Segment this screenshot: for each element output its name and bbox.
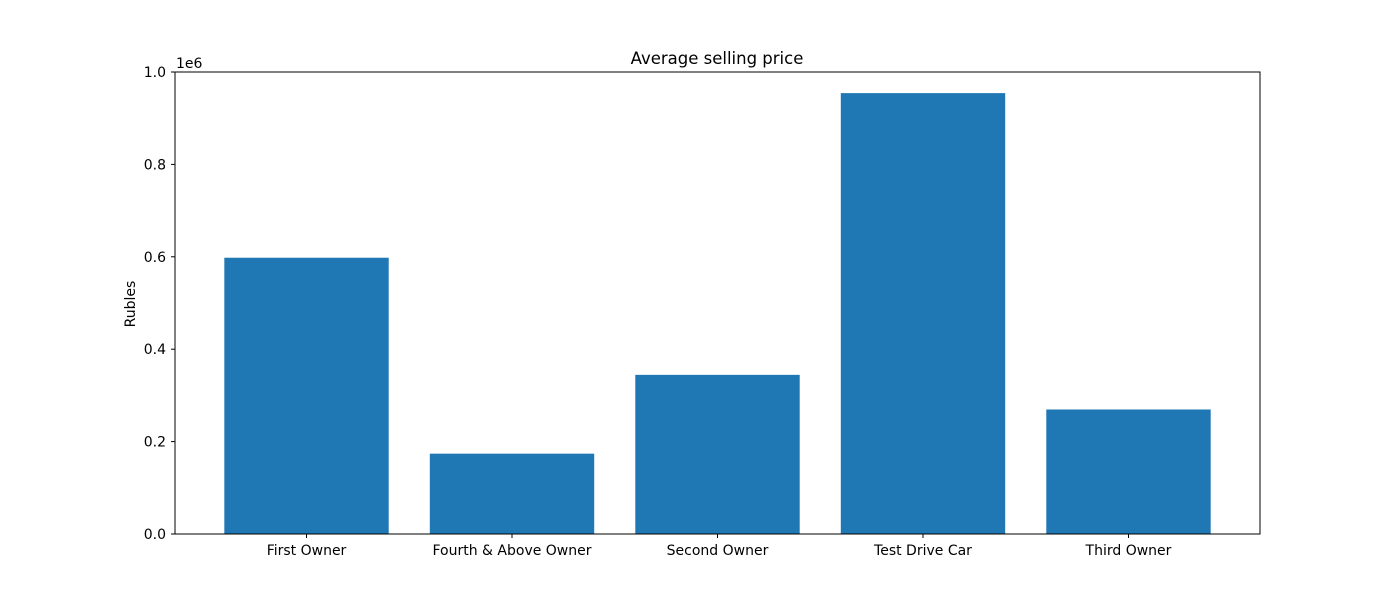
x-tick-label-second-owner: Second Owner [667, 543, 769, 559]
y-tick-label: 0.2 [144, 435, 166, 451]
bar-test-drive-car [840, 93, 1006, 534]
y-tick-label: 0.4 [144, 342, 166, 358]
bar-fourth-and-above-owner [429, 453, 595, 534]
bars-group [224, 93, 1211, 534]
y-axis-offset-label: 1e6 [176, 56, 203, 72]
bar-second-owner [635, 374, 800, 534]
y-tick-label: 0.0 [144, 527, 166, 543]
y-tick-label: 0.6 [144, 250, 166, 266]
ticks-group: First Owner Fourth & Above Owner Second Ow… [144, 65, 1172, 559]
plot-area-frame [174, 71, 1261, 535]
y-tick-label: 0.8 [144, 157, 166, 173]
chart-title: Average selling price [631, 49, 804, 68]
x-tick-label-test-drive-car: Test Drive Car [873, 543, 972, 559]
y-axis-label: Rubles [123, 281, 139, 328]
x-tick-label-fourth-and-above-owner: Fourth & Above Owner [432, 543, 591, 559]
x-tick-label-third-owner: Third Owner [1085, 543, 1172, 559]
bar-first-owner [224, 257, 389, 534]
x-tick-label-first-owner: First Owner [267, 543, 347, 559]
y-tick-label: 1.0 [144, 65, 166, 81]
bar-third-owner [1046, 409, 1211, 534]
